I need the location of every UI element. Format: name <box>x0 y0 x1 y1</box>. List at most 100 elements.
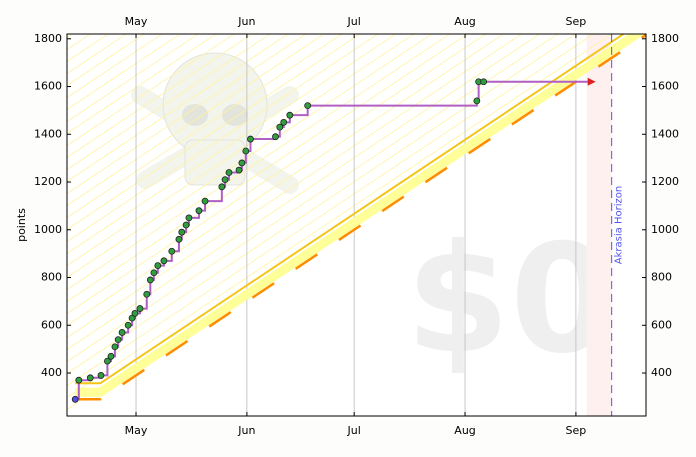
guide-line <box>67 34 523 338</box>
guide-line <box>67 34 217 134</box>
guide-line <box>67 34 577 374</box>
guide-line <box>67 34 559 362</box>
data-point <box>182 221 190 229</box>
data-point <box>124 321 132 329</box>
y-tick-label: 1400 <box>651 127 679 140</box>
data-point <box>272 133 279 141</box>
data-point <box>473 97 481 105</box>
data-point <box>225 169 233 176</box>
data-point <box>143 290 151 298</box>
guide-line <box>67 34 253 158</box>
x-tick-label: Sep <box>566 424 587 437</box>
plot-frame <box>66 33 647 417</box>
guide-line <box>67 34 343 218</box>
guide-line <box>67 34 379 242</box>
data-point <box>71 395 79 403</box>
y-tick-label: 1000 <box>34 223 62 236</box>
data-point <box>150 269 158 277</box>
x-tick-label: Aug <box>454 15 475 28</box>
guide-line <box>67 34 271 170</box>
data-point <box>175 235 183 243</box>
y-tick-label: 1200 <box>651 175 679 188</box>
skull-watermark <box>131 52 299 194</box>
guide-line <box>67 34 235 146</box>
plot-layer: $0 <box>67 0 646 416</box>
x-tick-label: Jul <box>347 15 361 28</box>
y-axis-label: points <box>15 208 28 242</box>
watermark: $0 <box>406 213 615 387</box>
y-tick-label: 400 <box>41 366 62 379</box>
horizon-label: Akrasia Horizon <box>614 186 625 264</box>
guide-line <box>67 34 469 302</box>
x-tick-label: May <box>125 424 148 437</box>
x-tick-label: Sep <box>566 15 587 28</box>
projection-arrow <box>587 77 596 86</box>
guide-line <box>67 34 433 278</box>
data-point <box>235 166 243 174</box>
guide-line <box>67 0 646 13</box>
data-point <box>247 135 254 143</box>
road-center <box>75 34 646 401</box>
data-point <box>168 247 176 255</box>
data-point <box>160 257 168 265</box>
data-point <box>480 78 488 86</box>
y-tick-label: 1600 <box>34 80 62 93</box>
y-tick-label: 1600 <box>651 80 679 93</box>
y-tick-label: 600 <box>41 318 62 331</box>
data-point <box>201 197 209 205</box>
y-tick-label: 600 <box>651 318 672 331</box>
guide-line <box>67 34 397 254</box>
guide-line <box>67 34 487 314</box>
data-point <box>221 176 229 184</box>
data-point <box>286 111 294 119</box>
data-point <box>218 183 226 191</box>
x-tick-label: Jun <box>237 15 255 28</box>
data-point <box>185 214 193 222</box>
y-tick-label: 1800 <box>651 32 679 45</box>
y-tick-label: 1400 <box>34 127 62 140</box>
guide-line <box>67 34 595 386</box>
guide-line <box>67 34 307 194</box>
data-point <box>238 159 246 167</box>
y-tick-label: 1200 <box>34 175 62 188</box>
data-point <box>304 102 312 110</box>
y-tick-label: 400 <box>651 366 672 379</box>
x-tick-label: Jul <box>347 424 361 437</box>
data-point <box>136 305 144 312</box>
data-point <box>131 309 139 317</box>
data-point <box>111 343 119 351</box>
data-point <box>146 276 154 284</box>
guide-line <box>67 34 361 230</box>
x-tick-label: May <box>125 15 148 28</box>
horizon-band <box>586 34 612 416</box>
y-tick-label: 1000 <box>651 223 679 236</box>
guide-line <box>67 34 415 266</box>
data-point <box>118 329 126 336</box>
data-point <box>280 118 288 126</box>
data-point <box>178 228 186 236</box>
data-point <box>75 376 83 384</box>
data-point <box>97 372 105 379</box>
road-band <box>75 34 646 397</box>
guide-line <box>67 34 289 182</box>
x-tick-label: Jun <box>237 424 255 437</box>
data-point <box>242 147 250 155</box>
data-point <box>154 262 162 269</box>
y-tick-label: 1800 <box>34 32 62 45</box>
data-point <box>104 357 111 365</box>
guide-line <box>67 34 613 398</box>
y-tick-label: 800 <box>41 271 62 284</box>
guide-line <box>67 34 451 290</box>
data-point <box>114 336 122 344</box>
y-tick-label: 800 <box>651 271 672 284</box>
data-point <box>107 352 115 360</box>
guide-line <box>67 0 646 1</box>
guide-line <box>67 34 541 350</box>
x-tick-label: Aug <box>454 424 475 437</box>
road-edge <box>75 34 626 385</box>
data-point <box>276 123 284 131</box>
guide-line <box>67 34 199 122</box>
guide-line <box>67 34 325 206</box>
guide-line <box>67 34 181 110</box>
